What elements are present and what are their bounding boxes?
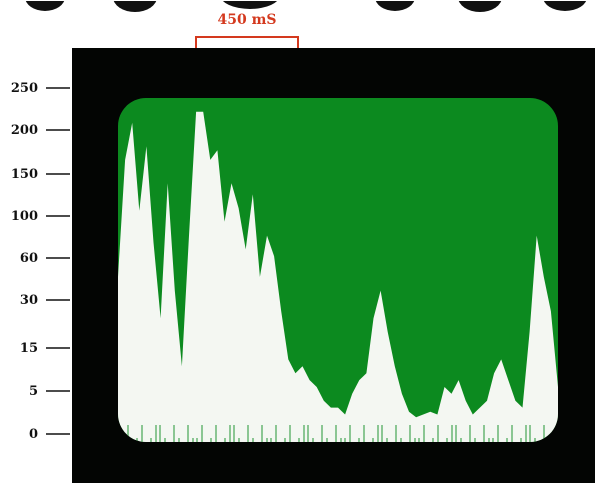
trace-texture bbox=[400, 438, 402, 442]
trace-texture bbox=[525, 425, 527, 442]
trace-texture bbox=[326, 438, 328, 442]
trace-texture bbox=[201, 425, 203, 442]
trace-texture bbox=[261, 425, 263, 442]
trace-texture bbox=[372, 438, 374, 442]
top-decoration bbox=[0, 0, 595, 14]
trace-texture bbox=[247, 425, 249, 442]
trace-texture bbox=[506, 438, 508, 442]
trace-texture bbox=[321, 425, 323, 442]
trace-texture bbox=[275, 425, 277, 442]
trace-texture bbox=[340, 438, 342, 442]
trace-texture bbox=[349, 425, 351, 442]
trace-texture bbox=[488, 438, 490, 442]
y-tick-label: 0 bbox=[29, 427, 38, 442]
time-annotation: 450 mS bbox=[195, 12, 299, 48]
trace-texture bbox=[233, 425, 235, 442]
y-axis: 250 200 150 100 60 30 15 5 0 bbox=[11, 81, 70, 442]
trace-texture bbox=[252, 438, 254, 442]
y-tick-label: 250 bbox=[11, 81, 38, 96]
trace-texture bbox=[543, 425, 545, 442]
y-tick-label: 200 bbox=[11, 123, 38, 138]
trace-texture bbox=[298, 438, 300, 442]
trace-texture bbox=[284, 438, 286, 442]
trace-texture bbox=[289, 425, 291, 442]
trace-texture bbox=[210, 438, 212, 442]
trace-texture bbox=[164, 438, 166, 442]
top-decoration-shapes bbox=[25, 0, 587, 12]
trace-texture bbox=[423, 425, 425, 442]
signal-trace bbox=[118, 111, 558, 442]
trace-texture bbox=[303, 425, 305, 442]
trace-texture bbox=[451, 425, 453, 442]
trace-texture bbox=[418, 438, 420, 442]
trace-texture bbox=[150, 438, 152, 442]
annotation-bracket bbox=[195, 36, 299, 48]
trace-texture bbox=[474, 438, 476, 442]
trace-texture bbox=[455, 425, 457, 442]
trace-texture bbox=[270, 438, 272, 442]
trace-texture bbox=[335, 425, 337, 442]
trace-texture bbox=[520, 438, 522, 442]
trace-texture bbox=[187, 425, 189, 442]
trace-texture bbox=[173, 425, 175, 442]
trace-texture bbox=[414, 438, 416, 442]
trace-texture bbox=[386, 438, 388, 442]
trace-texture bbox=[312, 438, 314, 442]
trace-texture bbox=[215, 425, 217, 442]
trace-texture bbox=[192, 438, 194, 442]
trace-texture bbox=[469, 425, 471, 442]
y-tick-label: 150 bbox=[11, 167, 38, 182]
y-tick-label: 15 bbox=[20, 341, 38, 356]
y-tick-label: 100 bbox=[11, 209, 38, 224]
trace-texture bbox=[377, 425, 379, 442]
trace-texture bbox=[155, 425, 157, 442]
trace-texture bbox=[529, 425, 531, 442]
trace-texture bbox=[381, 425, 383, 442]
trace-texture bbox=[432, 438, 434, 442]
trace-texture bbox=[159, 425, 161, 442]
trace-texture bbox=[266, 438, 268, 442]
y-tick-label: 60 bbox=[20, 251, 38, 266]
y-tick-label: 5 bbox=[29, 384, 38, 399]
trace-texture bbox=[437, 425, 439, 442]
trace-area bbox=[118, 111, 558, 442]
trace-texture bbox=[238, 438, 240, 442]
trace-texture bbox=[511, 425, 513, 442]
trace-texture bbox=[483, 425, 485, 442]
trace-texture bbox=[363, 425, 365, 442]
trace-texture bbox=[307, 425, 309, 442]
trace-texture bbox=[409, 425, 411, 442]
trace-texture bbox=[224, 438, 226, 442]
trace-texture bbox=[196, 438, 198, 442]
trace-texture bbox=[460, 438, 462, 442]
trace-texture bbox=[358, 438, 360, 442]
annotation-label: 450 mS bbox=[217, 12, 276, 28]
trace-texture bbox=[446, 438, 448, 442]
y-tick-label: 30 bbox=[20, 293, 38, 308]
trace-texture bbox=[395, 425, 397, 442]
trace-texture bbox=[127, 425, 129, 442]
trace-texture bbox=[492, 438, 494, 442]
trace-texture bbox=[178, 438, 180, 442]
trace-texture bbox=[141, 425, 143, 442]
trace-texture bbox=[497, 425, 499, 442]
trace-texture bbox=[136, 438, 138, 442]
trace-texture bbox=[534, 438, 536, 442]
trace-texture bbox=[344, 438, 346, 442]
trace-texture bbox=[229, 425, 231, 442]
